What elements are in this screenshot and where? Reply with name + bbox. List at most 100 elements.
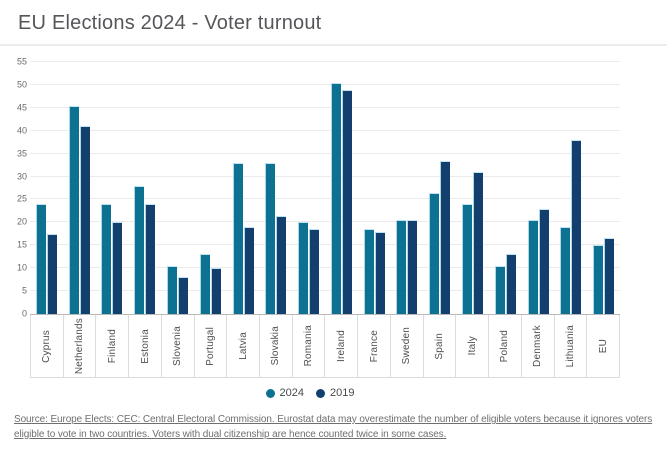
x-label-cell-sweden: Sweden [389,315,423,377]
bar-2024-spain [429,192,440,314]
bar-group-latvia [227,62,260,314]
x-label-cell-spain: Spain [422,315,456,377]
x-label-cell-slovakia: Slovakia [259,315,292,377]
legend-label-2024: 2024 [279,387,304,399]
plot-column: Cyprus Netherlands Finland Estonia Slovenia P… [30,61,620,378]
bar-2019-latvia [243,226,254,314]
bar-2019-portugal [210,268,221,314]
bar-2024-ireland [330,82,341,314]
bar-2024-slovakia [265,162,276,314]
bar-2024-eu [593,245,604,314]
x-label-cell-finland: Finland [95,315,128,377]
gridline-10 [30,267,620,269]
bar-2024-portugal [199,254,210,314]
x-label-slovakia: Slovakia [270,326,282,366]
bar-2019-estonia [145,204,156,314]
page-title: EU Elections 2024 - Voter turnout [18,12,322,34]
gridline-45 [30,106,620,108]
bar-group-slovenia [161,62,194,314]
y-tick-0: 0 [21,308,27,319]
x-label-cell-lithuania: Lithuania [553,315,587,377]
bar-2019-italy [473,171,484,314]
y-tick-55: 55 [16,56,27,67]
bar-2019-sweden [407,220,418,314]
x-label-cell-portugal: Portugal [193,315,227,377]
bar-2024-finland [101,204,112,314]
gridline-20 [30,221,620,223]
x-label-cell-estonia: Estonia [128,315,161,377]
y-tick-15: 15 [16,239,27,250]
bar-2019-slovakia [276,215,287,314]
x-label-finland: Finland [106,328,118,364]
bar-2024-romania [298,222,309,314]
x-label-cell-slovenia: Slovenia [160,315,194,377]
plot-area [30,61,620,315]
bar-group-france [358,62,391,314]
bar-group-denmark [522,62,555,314]
y-tick-40: 40 [16,125,27,136]
bar-2024-france [363,229,374,314]
x-label-netherlands: Netherlands [74,317,86,375]
x-label-cell-denmark: Denmark [520,315,554,377]
x-label-cell-ireland: Ireland [324,315,357,377]
y-tick-35: 35 [16,148,27,159]
x-label-eu: EU [597,338,609,354]
x-label-poland: Poland [499,329,511,363]
y-tick-20: 20 [16,216,27,227]
bar-group-ireland [325,62,358,314]
x-label-cell-cyprus: Cyprus [30,315,63,377]
bar-2019-ireland [341,89,352,314]
x-label-sweden: Sweden [401,327,413,365]
x-label-cell-france: France [357,315,390,377]
x-label-france: France [368,329,380,363]
bar-2019-romania [309,229,320,314]
x-axis-labels: Cyprus Netherlands Finland Estonia Slovenia P… [30,315,620,378]
x-label-cell-netherlands: Netherlands [62,315,96,377]
x-label-slovenia: Slovenia [172,326,184,366]
gridline-55 [30,61,620,62]
gridline-25 [30,198,620,200]
bar-2024-denmark [527,220,538,314]
y-tick-5: 5 [21,285,27,296]
bar-group-estonia [128,62,161,314]
bar-2024-lithuania [560,226,571,314]
y-tick-50: 50 [16,79,27,90]
x-label-italy: Italy [466,336,478,356]
bar-group-eu [587,62,620,314]
bar-group-netherlands [63,62,96,314]
x-label-romania: Romania [303,325,315,367]
gridline-35 [30,152,620,154]
bar-2024-sweden [396,220,407,314]
x-label-estonia: Estonia [139,328,151,364]
title-divider [0,44,667,46]
x-label-cyprus: Cyprus [41,329,53,363]
x-label-portugal: Portugal [204,326,216,366]
legend: 2024 2019 [0,387,620,399]
bar-2024-latvia [232,162,243,314]
bar-group-italy [456,62,489,314]
x-label-latvia: Latvia [237,332,249,360]
bar-2024-slovenia [167,265,178,314]
y-axis: 0 5 10 15 20 25 30 35 40 45 50 55 [4,57,30,318]
bar-group-cyprus [30,62,63,314]
bar-2024-estonia [134,185,145,314]
bar-2019-netherlands [79,126,90,314]
bar-group-lithuania [555,62,588,314]
source-note: Source: Europe Elects: CEC: Central Elec… [14,413,664,442]
x-label-cell-poland: Poland [488,315,521,377]
bar-group-poland [489,62,522,314]
bar-2024-poland [494,265,505,314]
source-link[interactable]: Source: Europe Elects: CEC: Central Elec… [14,414,653,440]
x-label-cell-italy: Italy [455,315,488,377]
legend-dot-2024 [265,388,275,398]
bar-group-romania [292,62,325,314]
y-tick-45: 45 [16,102,27,113]
gridline-40 [30,129,620,131]
gridline-50 [30,83,620,85]
bar-group-finland [96,62,129,314]
x-label-ireland: Ireland [335,330,347,362]
gridline-15 [30,244,620,246]
legend-item-2019: 2019 [316,387,354,399]
legend-item-2024: 2024 [265,387,304,399]
bar-groups [30,62,620,314]
